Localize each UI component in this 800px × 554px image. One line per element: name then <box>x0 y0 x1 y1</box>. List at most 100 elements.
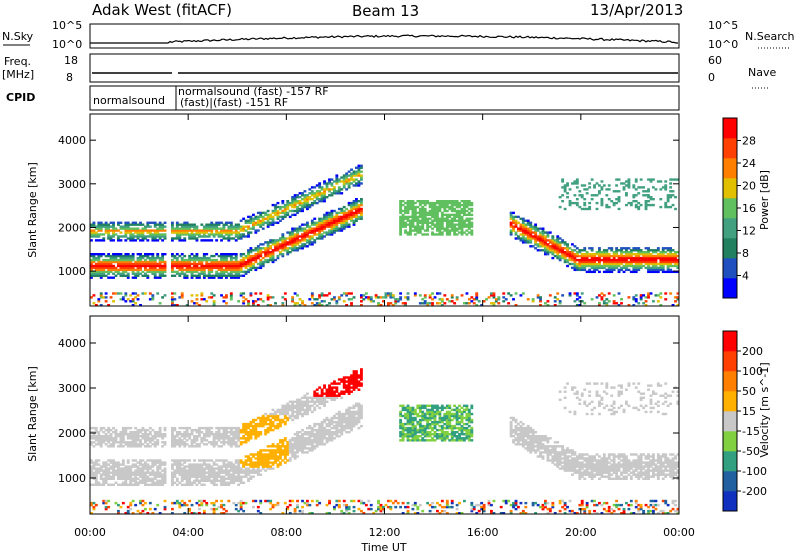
velocity-cell <box>178 443 182 446</box>
power-cell <box>286 201 290 205</box>
power-cell <box>217 221 221 224</box>
velocity-cell <box>271 503 275 507</box>
velocity-cell <box>129 471 133 474</box>
power-cell <box>195 276 199 279</box>
power-cell <box>436 229 439 232</box>
power-cell <box>200 235 204 238</box>
power-cell <box>568 188 572 191</box>
power-cell <box>509 229 513 232</box>
power-cell <box>239 229 243 232</box>
power-cell <box>360 296 363 299</box>
velocity-cell <box>244 426 248 430</box>
power-cell <box>421 213 425 217</box>
power-cell <box>276 201 280 205</box>
power-cell <box>669 186 673 189</box>
power-cell <box>178 239 182 242</box>
power-cell <box>210 262 214 266</box>
power-cell <box>178 231 182 234</box>
velocity-cell <box>217 431 221 434</box>
power-cell <box>293 227 297 230</box>
power-cell <box>303 243 307 246</box>
power-cell <box>215 258 219 262</box>
power-cell <box>590 258 594 262</box>
power-cell <box>627 304 631 307</box>
velocity-cell <box>139 512 142 515</box>
power-cell <box>546 245 550 248</box>
velocity-cell <box>175 479 179 483</box>
power-cell <box>112 239 115 242</box>
power-cell <box>121 227 125 230</box>
velocity-cell <box>276 459 280 462</box>
power-cell <box>274 302 277 305</box>
power-cell <box>534 243 538 246</box>
power-cell <box>281 302 285 305</box>
power-cell <box>647 247 650 250</box>
velocity-cell <box>134 473 138 476</box>
power-cell <box>276 239 280 242</box>
velocity-cell <box>202 463 206 466</box>
power-cell <box>664 201 668 205</box>
power-cell <box>315 194 319 197</box>
power-cell <box>566 249 569 252</box>
power-cell <box>229 268 233 272</box>
power-cell <box>306 223 309 226</box>
velocity-cell <box>178 463 182 466</box>
power-cell <box>92 231 96 234</box>
power-cell <box>593 266 596 270</box>
power-cell <box>94 225 98 228</box>
velocity-cell <box>239 441 243 444</box>
power-cell <box>632 304 636 307</box>
velocity-cell <box>252 455 255 458</box>
power-cell <box>296 196 299 199</box>
velocity-cell <box>134 503 138 507</box>
power-cell <box>539 233 542 236</box>
velocity-cell <box>153 473 157 476</box>
power-cell <box>158 256 162 260</box>
velocity-cell <box>131 437 135 440</box>
velocity-cell <box>188 469 192 472</box>
power-cell <box>242 300 246 303</box>
velocity-cell <box>161 437 165 440</box>
power-cell <box>647 264 650 268</box>
power-cell <box>517 229 520 232</box>
power-cell <box>647 196 650 199</box>
power-cell <box>134 262 138 266</box>
power-cell <box>649 178 653 181</box>
power-cell <box>450 223 454 226</box>
velocity-cell <box>141 479 145 483</box>
velocity-cell <box>183 435 187 438</box>
power-cell <box>266 294 270 297</box>
power-cell <box>259 249 263 252</box>
power-cell <box>627 182 631 185</box>
velocity-cell <box>261 416 265 420</box>
power-cell <box>575 258 579 262</box>
power-cell <box>136 270 140 274</box>
power-cell <box>310 241 314 244</box>
power-cell <box>301 247 304 250</box>
velocity-cell <box>217 437 221 440</box>
power-cell <box>539 227 542 230</box>
power-cell <box>465 217 469 220</box>
velocity-cell <box>163 505 167 509</box>
power-cell <box>440 200 444 203</box>
power-cell <box>585 260 589 264</box>
velocity-cell <box>129 431 133 434</box>
power-cell <box>664 247 668 250</box>
power-cell <box>252 258 255 262</box>
power-cell <box>291 203 295 207</box>
velocity-cell <box>104 471 108 474</box>
power-cell <box>335 229 339 232</box>
power-cell <box>239 262 243 266</box>
velocity-cell <box>207 441 211 444</box>
power-cell <box>144 274 147 277</box>
power-cell <box>563 190 567 193</box>
power-cell <box>109 237 113 240</box>
velocity-cell <box>144 435 147 438</box>
power-cell <box>94 262 98 266</box>
velocity-cell <box>281 443 285 446</box>
power-cell <box>411 205 415 209</box>
power-cell <box>308 231 312 234</box>
power-cell <box>610 260 614 264</box>
power-cell <box>421 225 425 228</box>
